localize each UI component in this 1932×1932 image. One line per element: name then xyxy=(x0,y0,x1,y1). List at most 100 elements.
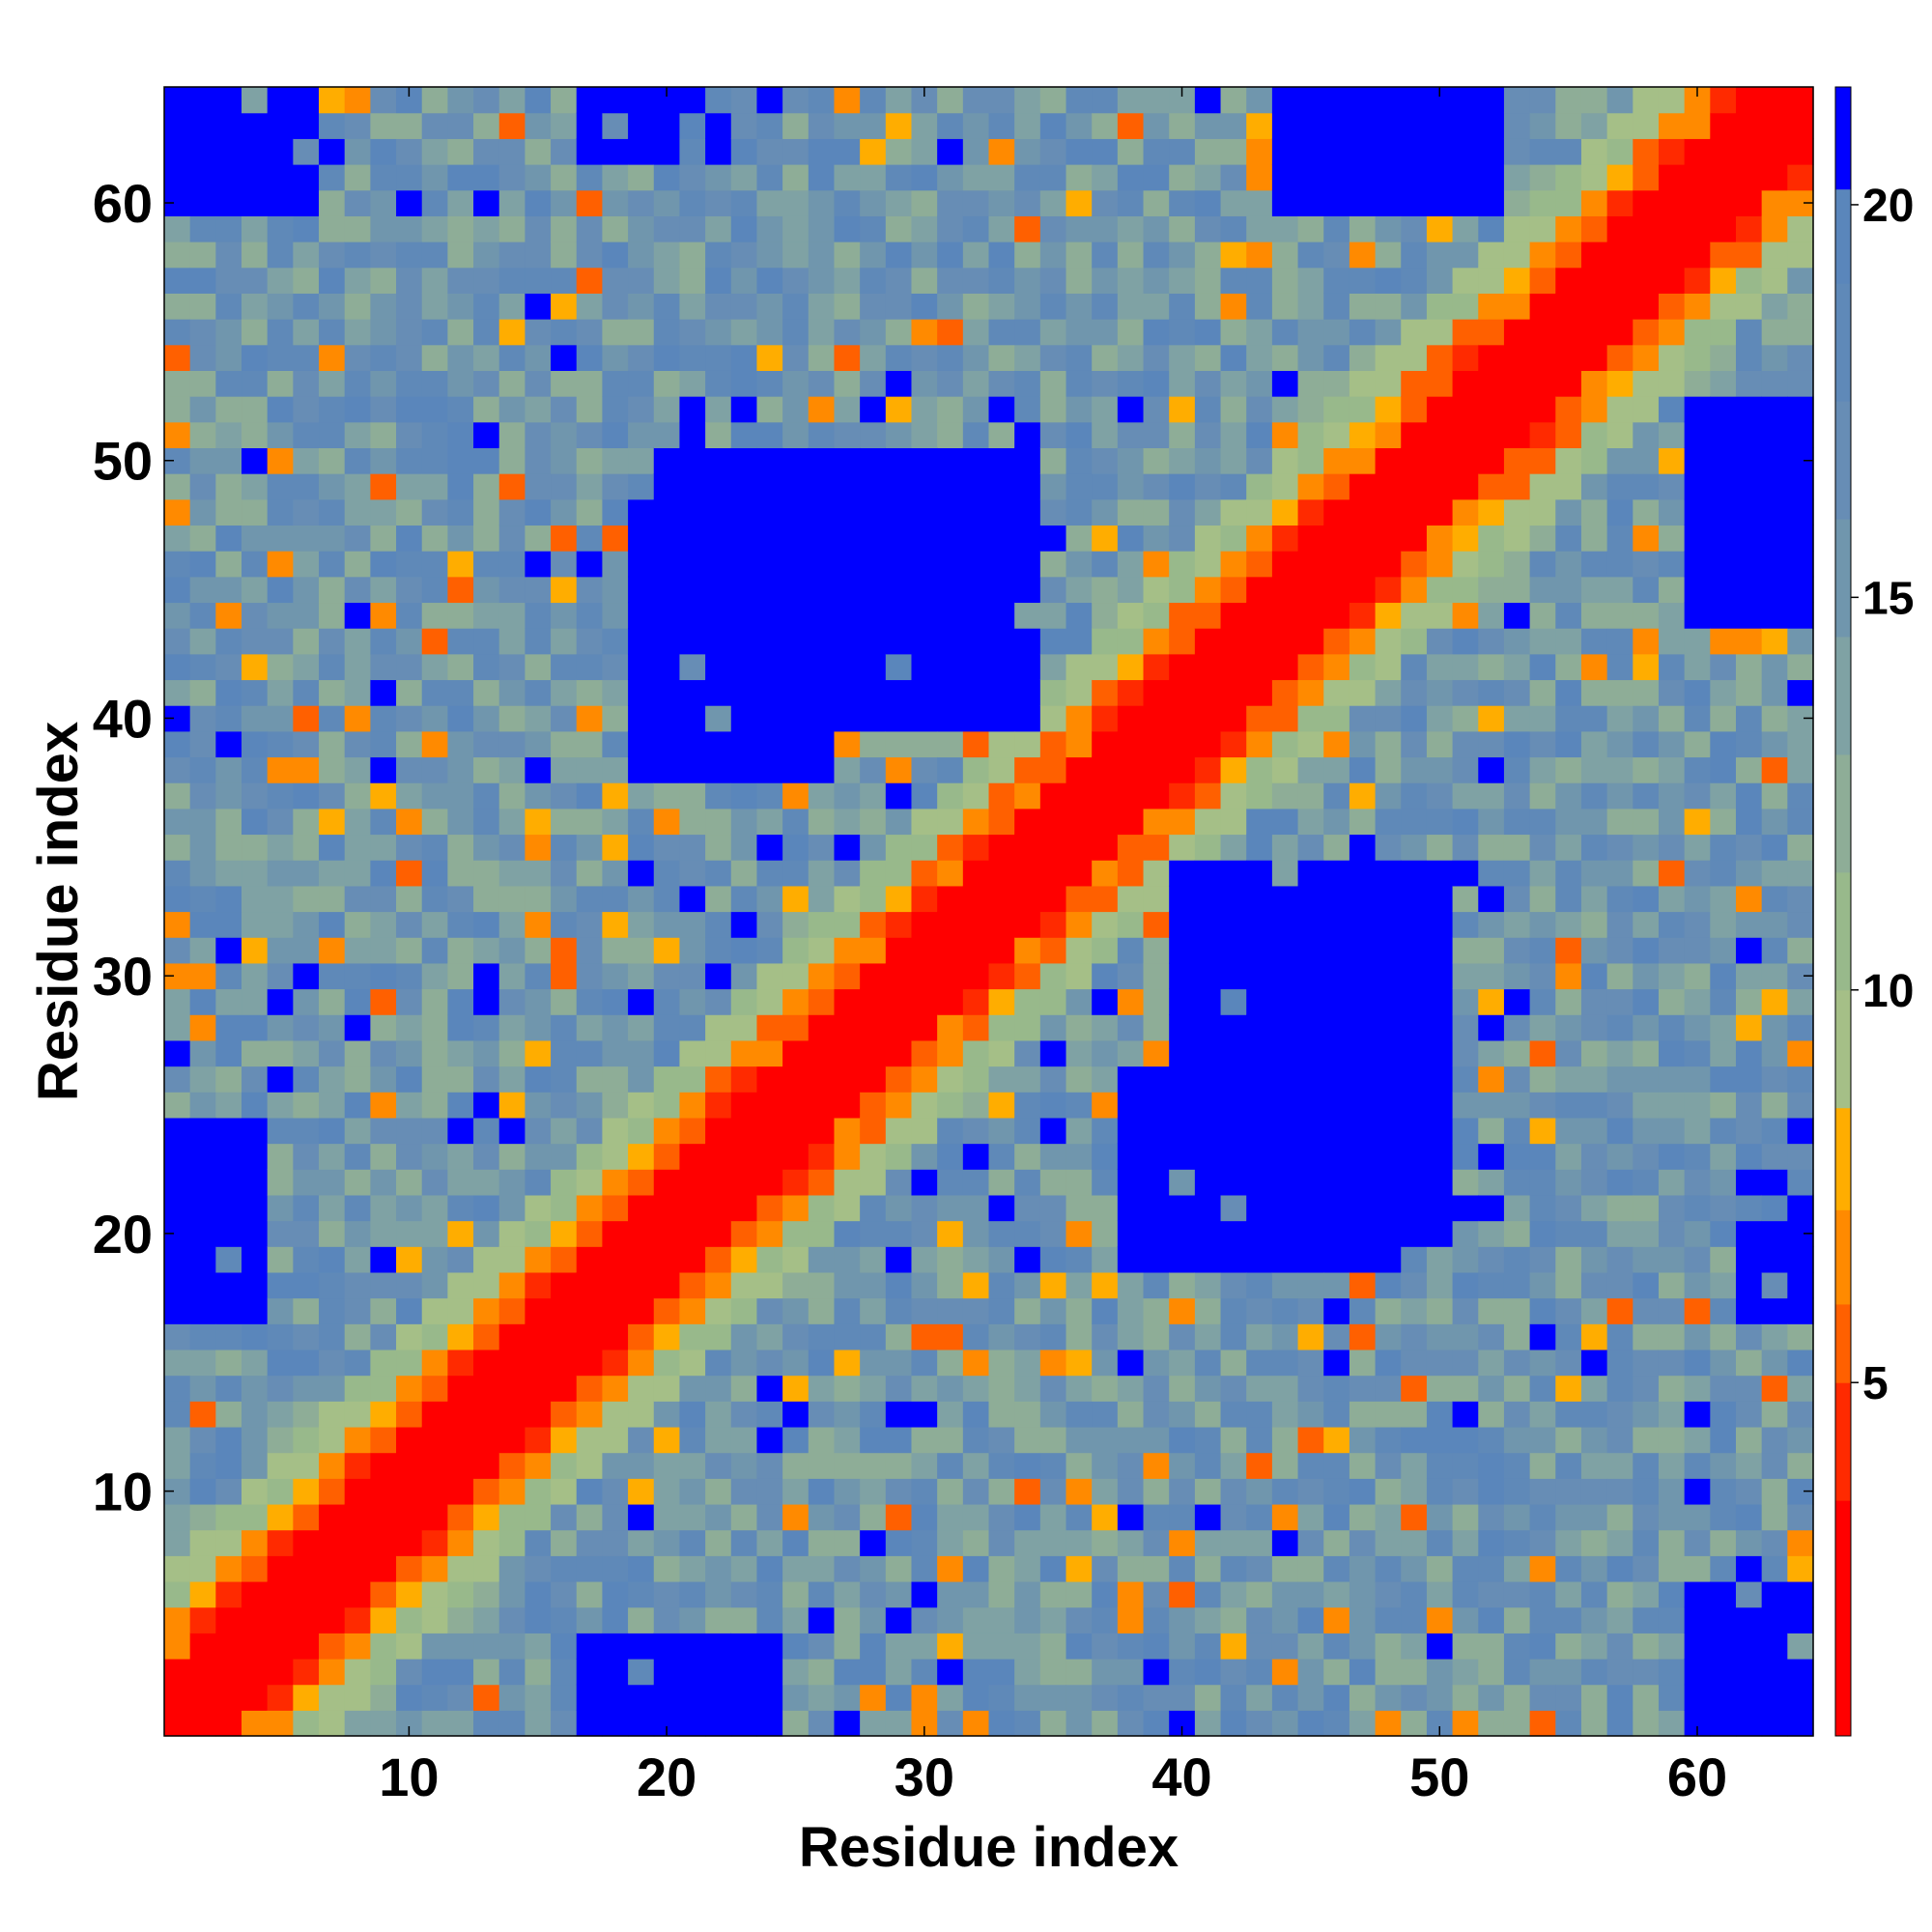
heatmap-cell xyxy=(1117,164,1145,191)
heatmap-cell xyxy=(1658,860,1686,887)
heatmap-cell xyxy=(1194,1014,1222,1041)
heatmap-cell xyxy=(344,1349,371,1377)
heatmap-cell xyxy=(1271,189,1299,216)
heatmap-cell xyxy=(1503,730,1531,758)
heatmap-cell xyxy=(1092,1117,1119,1145)
heatmap-cell xyxy=(1092,1529,1119,1556)
heatmap-cell xyxy=(1787,1092,1814,1119)
heatmap-cell xyxy=(1658,1478,1686,1505)
heatmap-cell xyxy=(1529,1426,1556,1454)
heatmap-cell xyxy=(576,1452,604,1479)
heatmap-cell xyxy=(498,421,526,448)
heatmap-cell xyxy=(1014,834,1041,861)
colorbar-tick-label: 10 xyxy=(1862,966,1914,1017)
heatmap-cell xyxy=(1375,293,1402,320)
heatmap-cell xyxy=(1092,344,1119,371)
heatmap-cell xyxy=(319,1375,346,1402)
heatmap-cell xyxy=(1580,551,1608,578)
heatmap-cell xyxy=(421,319,448,346)
heatmap-cell xyxy=(1169,1426,1196,1454)
heatmap-cell xyxy=(164,1710,191,1737)
heatmap-cell xyxy=(319,653,346,681)
heatmap-cell xyxy=(1761,1606,1788,1634)
heatmap-cell xyxy=(653,498,681,526)
heatmap-cell xyxy=(1555,628,1582,655)
heatmap-cell xyxy=(1039,937,1067,964)
heatmap-cell xyxy=(551,551,578,578)
heatmap-cell xyxy=(344,988,371,1015)
heatmap-cell xyxy=(1323,1349,1350,1377)
heatmap-cell xyxy=(1426,988,1454,1015)
heatmap-cell xyxy=(1039,189,1067,216)
heatmap-cell xyxy=(1039,911,1067,938)
heatmap-cell xyxy=(293,730,320,758)
heatmap-cell xyxy=(1555,112,1582,139)
heatmap-cell xyxy=(1555,1169,1582,1196)
heatmap-cell xyxy=(498,370,526,397)
heatmap-cell xyxy=(473,370,500,397)
heatmap-cell xyxy=(473,782,500,810)
heatmap-cell xyxy=(1478,602,1505,629)
heatmap-cell xyxy=(1606,1633,1634,1660)
heatmap-cell xyxy=(705,705,732,732)
heatmap-cell xyxy=(1478,1478,1505,1505)
heatmap-cell xyxy=(396,1684,423,1711)
heatmap-cell xyxy=(808,525,836,552)
heatmap-cell xyxy=(447,860,474,887)
heatmap-cell xyxy=(782,1710,810,1737)
heatmap-cell xyxy=(962,1529,990,1556)
heatmap-cell xyxy=(653,473,681,500)
heatmap-cell xyxy=(498,396,526,423)
heatmap-cell xyxy=(1014,1246,1041,1273)
heatmap-cell xyxy=(1633,860,1660,887)
heatmap-cell xyxy=(730,628,758,655)
heatmap-cell xyxy=(885,885,913,913)
heatmap-cell xyxy=(242,1375,269,1402)
heatmap-cell xyxy=(1323,756,1350,783)
heatmap-cell xyxy=(1735,1246,1763,1273)
heatmap-cell xyxy=(1401,756,1428,783)
heatmap-cell xyxy=(1555,705,1582,732)
heatmap-cell xyxy=(421,1194,448,1222)
heatmap-cell xyxy=(1710,525,1737,552)
heatmap-cell xyxy=(1452,396,1479,423)
heatmap-cell xyxy=(242,1349,269,1377)
heatmap-cell xyxy=(1143,1684,1170,1711)
heatmap-cell xyxy=(756,215,783,242)
heatmap-cell xyxy=(1220,1246,1247,1273)
heatmap-cell xyxy=(576,1375,604,1402)
heatmap-cell xyxy=(525,860,552,887)
heatmap-cell xyxy=(730,1220,758,1247)
heatmap-cell xyxy=(911,319,938,346)
heatmap-cell xyxy=(782,576,810,604)
heatmap-cell xyxy=(911,1503,938,1531)
heatmap-cell xyxy=(1503,1555,1531,1582)
heatmap-cell xyxy=(215,602,242,629)
heatmap-cell xyxy=(525,473,552,500)
heatmap-cell xyxy=(1375,1117,1402,1145)
heatmap-cell xyxy=(421,937,448,964)
heatmap-cell xyxy=(1246,1426,1273,1454)
heatmap-cell xyxy=(1039,962,1067,990)
heatmap-cell xyxy=(267,1401,294,1428)
heatmap-cell xyxy=(1246,988,1273,1015)
heatmap-cell xyxy=(1117,653,1145,681)
heatmap-cell xyxy=(164,1375,191,1402)
heatmap-cell xyxy=(962,267,990,294)
heatmap-cell xyxy=(1606,87,1634,114)
heatmap-cell xyxy=(1401,1452,1428,1479)
heatmap-cell xyxy=(1735,421,1763,448)
heatmap-cell xyxy=(1735,988,1763,1015)
heatmap-cell xyxy=(705,628,732,655)
heatmap-cell xyxy=(962,215,990,242)
heatmap-cell xyxy=(782,87,810,114)
heatmap-cell xyxy=(1375,525,1402,552)
heatmap-cell xyxy=(421,834,448,861)
heatmap-cell xyxy=(1169,576,1196,604)
colorbar-segment xyxy=(1835,989,1851,1109)
heatmap-cell xyxy=(1323,1633,1350,1660)
heatmap-cell xyxy=(1375,215,1402,242)
heatmap-cell xyxy=(1580,1117,1608,1145)
heatmap-cell xyxy=(1117,498,1145,526)
heatmap-cell xyxy=(1401,834,1428,861)
